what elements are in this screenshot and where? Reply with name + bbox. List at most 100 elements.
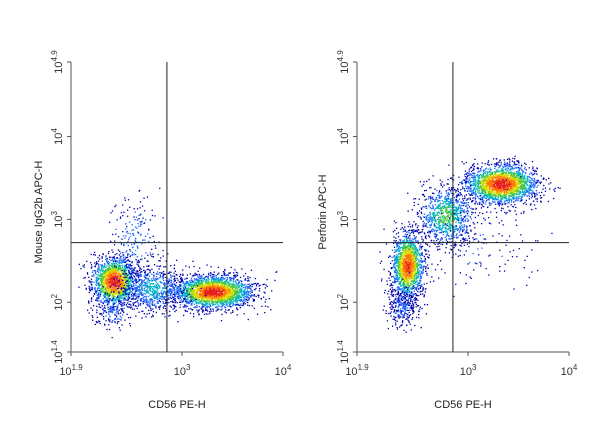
- event-dot: [201, 277, 204, 280]
- event-dot: [123, 297, 125, 299]
- event-dot: [126, 299, 128, 301]
- event-dot: [252, 284, 254, 286]
- event-dot: [186, 282, 188, 284]
- event-dot: [120, 258, 122, 260]
- event-dot: [112, 306, 114, 308]
- event-dot: [205, 289, 207, 291]
- event-dot: [119, 265, 121, 267]
- event-dot: [90, 307, 92, 309]
- event-dot: [108, 268, 110, 270]
- event-dot: [235, 290, 238, 292]
- event-dot: [200, 296, 202, 298]
- event-dot: [110, 280, 113, 282]
- event-dot: [116, 270, 118, 272]
- event-dot: [143, 281, 145, 283]
- event-dot: [176, 289, 178, 291]
- event-dot: [138, 285, 140, 287]
- event-dot: [229, 294, 231, 297]
- event-dot: [91, 309, 94, 311]
- event-dot: [108, 289, 110, 291]
- event-dot: [180, 278, 182, 280]
- event-dot: [235, 297, 237, 299]
- event-dot: [221, 274, 224, 277]
- event-dot: [213, 287, 215, 289]
- event-dot: [145, 286, 147, 288]
- event-dot: [158, 285, 160, 287]
- event-dot: [194, 303, 196, 305]
- event-dot: [109, 315, 111, 318]
- event-dot: [103, 276, 105, 278]
- event-dot: [542, 178, 544, 180]
- event-dot: [119, 275, 121, 278]
- event-dot: [233, 303, 235, 306]
- event-dot: [118, 298, 120, 301]
- event-dot: [223, 285, 226, 287]
- event-dot: [152, 288, 154, 291]
- event-dot: [123, 271, 125, 273]
- event-dot: [124, 261, 126, 263]
- event-dot: [164, 286, 166, 288]
- event-dot: [222, 303, 224, 305]
- event-dot: [206, 295, 208, 297]
- event-dot: [97, 256, 99, 259]
- event-dot: [126, 263, 128, 265]
- event-dot: [120, 273, 122, 275]
- event-dot: [152, 235, 154, 237]
- event-dot: [116, 293, 118, 295]
- event-dot: [235, 291, 238, 293]
- event-dot: [145, 299, 147, 301]
- event-dot: [163, 313, 165, 315]
- event-dot: [111, 275, 113, 278]
- event-dot: [233, 297, 235, 299]
- event-dot: [187, 288, 189, 291]
- event-dot: [230, 303, 232, 305]
- event-dot: [96, 276, 98, 278]
- event-dot: [101, 278, 103, 280]
- event-dot: [136, 256, 138, 258]
- event-dot: [236, 286, 239, 288]
- event-dot: [96, 284, 98, 286]
- event-dot: [158, 306, 161, 309]
- event-dot: [210, 298, 212, 300]
- event-dot: [233, 294, 235, 297]
- event-dot: [101, 269, 103, 272]
- event-dot: [117, 310, 119, 313]
- event-dot: [96, 316, 98, 318]
- event-dot: [114, 281, 116, 283]
- event-dot: [223, 297, 225, 300]
- event-dot: [131, 276, 133, 278]
- event-dot: [179, 285, 181, 287]
- event-dot: [132, 282, 135, 284]
- event-dot: [157, 298, 159, 300]
- event-dot: [235, 294, 237, 296]
- event-dot: [179, 301, 182, 303]
- event-dot: [94, 290, 97, 292]
- event-dot: [152, 282, 155, 285]
- event-dot: [212, 304, 214, 306]
- event-dot: [96, 289, 98, 291]
- event-dot: [106, 287, 108, 290]
- event-dot: [173, 295, 175, 297]
- event-dot: [198, 295, 201, 297]
- event-dot: [140, 233, 142, 236]
- event-dot: [95, 270, 97, 272]
- event-dot: [235, 293, 237, 295]
- event-dot: [115, 265, 118, 267]
- event-dot: [112, 293, 114, 295]
- event-dot: [130, 294, 133, 296]
- event-dot: [100, 281, 103, 283]
- event-dot: [247, 296, 249, 298]
- event-dot: [211, 273, 213, 276]
- event-dot: [205, 288, 207, 290]
- event-dot: [120, 301, 122, 303]
- event-dot: [105, 260, 108, 262]
- event-dot: [151, 214, 154, 217]
- event-dot: [165, 301, 167, 303]
- event-dot: [138, 284, 141, 286]
- event-dot: [169, 288, 171, 290]
- event-dot: [151, 303, 153, 305]
- event-dot: [140, 298, 142, 300]
- event-dot: [155, 247, 157, 249]
- event-dot: [243, 290, 245, 292]
- event-dot: [155, 286, 157, 288]
